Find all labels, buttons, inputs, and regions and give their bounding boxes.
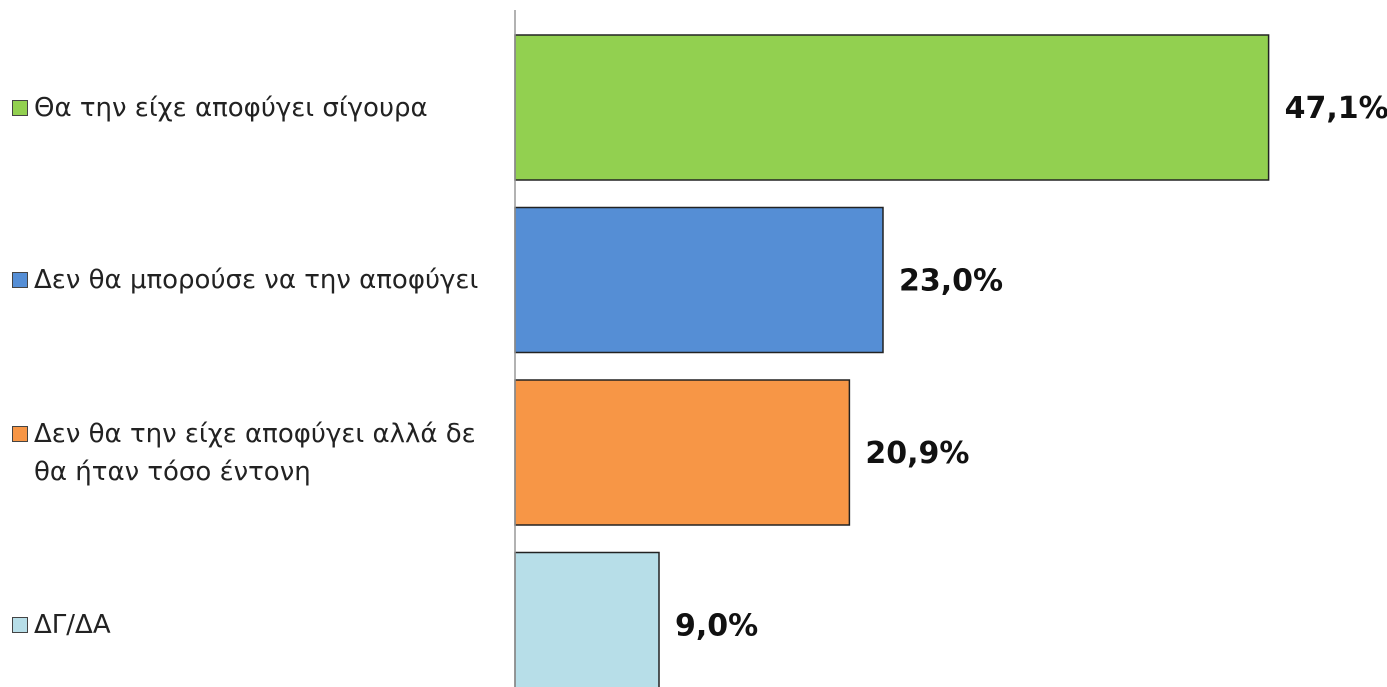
bar [514, 34, 1270, 181]
bar [514, 379, 851, 526]
legend-swatch [12, 99, 28, 116]
legend-swatch [12, 272, 28, 288]
legend-entry: Δεν θα μπορούσε να την αποφύγει [12, 261, 502, 299]
legend-entry: ΔΓ/ΔΑ [12, 606, 502, 644]
legend-label: ΔΓ/ΔΑ [34, 610, 111, 640]
legend-swatch [12, 425, 28, 442]
legend-entry: Θα την είχε αποφύγει σίγουρα [12, 89, 502, 127]
legend-entry: Δεν θα την είχε αποφύγει αλλά δε θα ήταν… [12, 415, 502, 491]
value-label: 23,0% [899, 264, 1003, 299]
value-label: 9,0% [675, 609, 758, 644]
legend-swatch [12, 617, 28, 633]
value-label: 47,1% [1285, 91, 1387, 126]
legend-label: Δεν θα μπορούσε να την αποφύγει [34, 265, 479, 295]
bar [514, 551, 660, 687]
value-label: 20,9% [865, 436, 969, 471]
legend-label: Δεν θα την είχε αποφύγει αλλά δε θα ήταν… [34, 418, 476, 487]
legend-label: Θα την είχε αποφύγει σίγουρα [34, 92, 428, 123]
bar [514, 206, 884, 354]
